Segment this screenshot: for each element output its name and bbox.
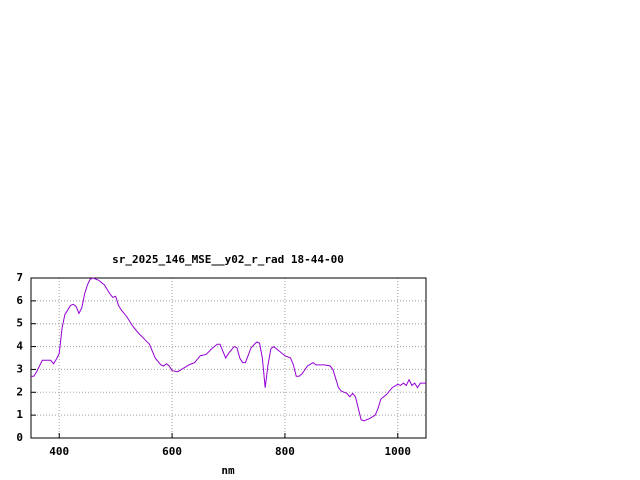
x-tick-label: 600: [162, 445, 182, 458]
y-tick-label: 0: [16, 431, 23, 444]
x-tick-label: 1000: [385, 445, 412, 458]
data-line: [31, 277, 426, 422]
y-tick-label: 5: [16, 317, 23, 330]
x-tick-label: 400: [49, 445, 69, 458]
y-tick-label: 4: [16, 340, 23, 353]
y-tick-label: 6: [16, 294, 23, 307]
y-tick-label: 3: [16, 362, 23, 375]
y-tick-label: 2: [16, 385, 23, 398]
chart-title: sr_2025_146_MSE__y02_r_rad 18-44-00: [112, 253, 344, 266]
plot-frame: [30, 277, 427, 439]
x-axis-label: nm: [221, 464, 235, 477]
x-tick-label: 800: [275, 445, 295, 458]
y-tick-label: 1: [16, 408, 23, 421]
y-tick-label: 7: [16, 271, 23, 284]
